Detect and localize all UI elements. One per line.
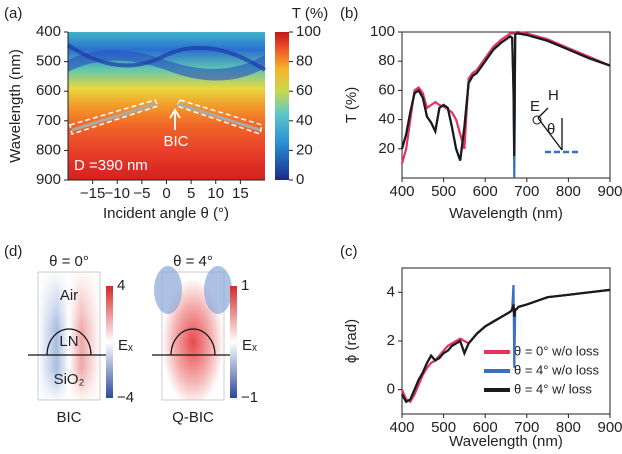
ln-structure bbox=[28, 328, 110, 356]
series-line bbox=[401, 288, 611, 404]
x-tick-label: 15 bbox=[232, 185, 249, 202]
y-tick-label: 60 bbox=[378, 81, 395, 98]
inset-label: E bbox=[530, 98, 540, 115]
x-axis-label: Wavelength (nm) bbox=[449, 205, 563, 222]
colorbar-tick-label: 20 bbox=[296, 141, 313, 158]
colorbar-tick-label: −4 bbox=[117, 389, 134, 406]
x-tick-label: 5 bbox=[187, 185, 195, 202]
x-axis-label: Incident angle θ (°) bbox=[103, 205, 229, 222]
y-tick-label: 4 bbox=[387, 283, 395, 300]
panel-label: (d) bbox=[4, 243, 22, 260]
x-tick-label: 700 bbox=[514, 419, 539, 436]
colorbar-tick-label: 40 bbox=[296, 112, 313, 129]
bic-arrow bbox=[169, 108, 181, 130]
colorbar-tick-label: −1 bbox=[241, 389, 258, 406]
colorbar-tick-label: 80 bbox=[296, 53, 313, 70]
colorbar-tick-label: 100 bbox=[296, 23, 321, 40]
y-tick-label: 100 bbox=[370, 23, 395, 40]
x-tick-label: 700 bbox=[514, 183, 539, 200]
inset-label: θ bbox=[547, 121, 555, 138]
bic-band bbox=[71, 102, 261, 132]
field-label: Eₓ bbox=[242, 337, 257, 354]
field-fade bbox=[37, 271, 101, 401]
x-tick-label: 400 bbox=[389, 183, 414, 200]
x-tick-label: −10 bbox=[105, 185, 130, 202]
x-tick-label: −5 bbox=[133, 185, 150, 202]
annotation: BIC bbox=[163, 133, 188, 150]
y-tick-label: 80 bbox=[378, 52, 395, 69]
colorbar-tick-label: 1 bbox=[241, 277, 249, 294]
region-label: Air bbox=[60, 287, 78, 304]
plot-frame bbox=[401, 31, 611, 179]
colorbar bbox=[275, 32, 289, 180]
field-caption: Q-BIC bbox=[172, 409, 214, 426]
x-tick-label: 600 bbox=[473, 183, 498, 200]
legend-label: θ = 0° w/o loss bbox=[514, 343, 600, 358]
y-tick-label: 700 bbox=[36, 112, 61, 129]
field-caption: BIC bbox=[56, 409, 81, 426]
x-tick-label: 900 bbox=[597, 419, 622, 436]
colorbar-title: T (%) bbox=[292, 5, 328, 22]
colorbar-tick-label: 0 bbox=[296, 171, 304, 188]
panel-label: (b) bbox=[340, 5, 358, 22]
y-tick-label: 40 bbox=[378, 111, 395, 128]
y-tick-label: 0 bbox=[387, 381, 395, 398]
region-label: LN bbox=[59, 333, 78, 350]
y-tick-label: 20 bbox=[378, 140, 395, 157]
field-title: θ = 4° bbox=[173, 253, 213, 270]
legend-label: θ = 4° w/ loss bbox=[514, 381, 592, 396]
x-tick-label: 400 bbox=[389, 419, 414, 436]
series-line bbox=[400, 32, 611, 161]
ln-structure bbox=[152, 328, 234, 356]
field-label: Eₓ bbox=[118, 337, 133, 354]
x-tick-label: 500 bbox=[431, 183, 456, 200]
field-lobe bbox=[204, 266, 232, 314]
x-tick-label: 600 bbox=[473, 419, 498, 436]
x-tick-label: 500 bbox=[431, 419, 456, 436]
x-tick-label: 800 bbox=[556, 419, 581, 436]
panel-label: (a) bbox=[4, 5, 22, 22]
series-line bbox=[400, 32, 611, 179]
y-tick-label: 500 bbox=[36, 53, 61, 70]
field-title: θ = 0° bbox=[49, 253, 89, 270]
heatmap-band bbox=[66, 43, 267, 72]
x-tick-label: 0 bbox=[162, 185, 170, 202]
y-tick-label: 900 bbox=[36, 171, 61, 188]
x-tick-label: 10 bbox=[207, 185, 224, 202]
series-line bbox=[400, 30, 611, 164]
y-axis-label: Wavelength (nm) bbox=[7, 49, 24, 163]
y-tick-label: 400 bbox=[36, 23, 61, 40]
x-tick-label: −15 bbox=[80, 185, 105, 202]
y-tick-label: 600 bbox=[36, 82, 61, 99]
colorbar bbox=[230, 286, 237, 398]
inset-arrows bbox=[537, 107, 563, 151]
x-tick-label: 900 bbox=[597, 183, 622, 200]
annotation: D =390 nm bbox=[74, 157, 148, 174]
y-tick-label: 800 bbox=[36, 141, 61, 158]
y-axis-label: T (%) bbox=[343, 87, 360, 123]
x-axis-label: Wavelength (nm) bbox=[449, 433, 563, 450]
colorbar-tick-label: 4 bbox=[117, 277, 125, 294]
heatmap-band bbox=[68, 50, 265, 81]
legend-label: θ = 4° w/o loss bbox=[514, 362, 600, 377]
inset-e bbox=[532, 115, 542, 125]
y-axis-label: ϕ (rad) bbox=[343, 319, 360, 363]
colorbar bbox=[106, 286, 113, 398]
field-lobe bbox=[154, 266, 182, 314]
region-label: SiO₂ bbox=[54, 371, 85, 388]
inset-label: H bbox=[548, 87, 559, 104]
panel-label: (c) bbox=[340, 243, 358, 260]
colorbar-tick-label: 60 bbox=[296, 82, 313, 99]
x-tick-label: 800 bbox=[556, 183, 581, 200]
y-tick-label: 2 bbox=[387, 332, 395, 349]
